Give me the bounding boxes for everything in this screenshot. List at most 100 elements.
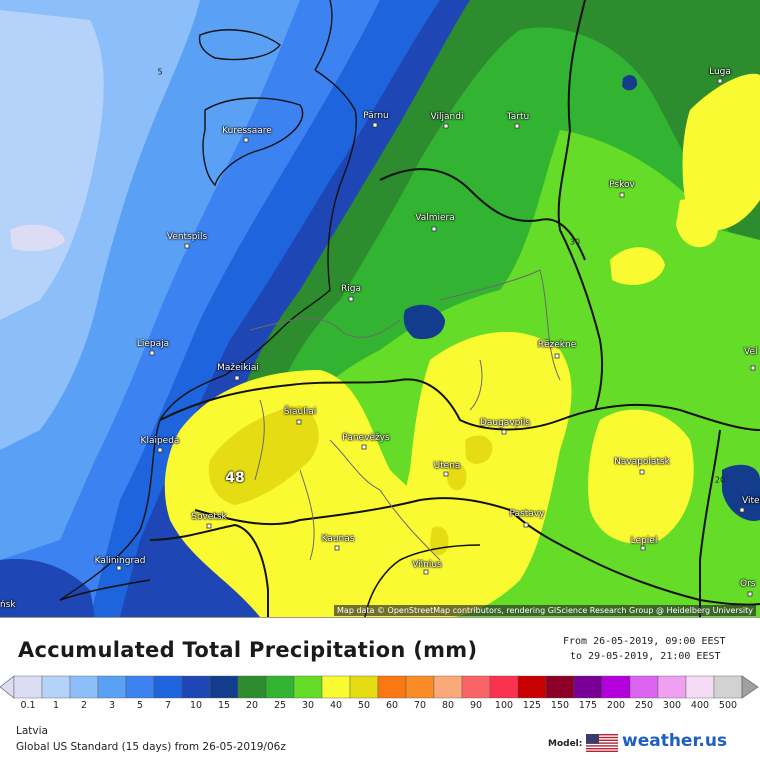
- scale-min-arrow: [0, 675, 15, 699]
- footer-region: Latvia: [16, 725, 48, 737]
- scale-cell: [629, 675, 659, 699]
- city-label-valmiera: Valmiera: [415, 213, 455, 223]
- scale-tick-label: 0.1: [20, 700, 36, 711]
- city-label-navapolatsk: Navapolatsk: [614, 457, 670, 467]
- scale-cell: [321, 675, 351, 699]
- scale-cell: [237, 675, 267, 699]
- precipitation-field: [0, 0, 760, 617]
- scale-tick-label: 80: [441, 700, 455, 711]
- scale-tick-label: 25: [273, 700, 287, 711]
- scale-tick-label: 10: [189, 700, 203, 711]
- scale-cell: [489, 675, 519, 699]
- scale-cell: [265, 675, 295, 699]
- scale-tick-label: 90: [469, 700, 483, 711]
- city-label-pastavy: Pastavy: [509, 509, 545, 519]
- scale-cell: [713, 675, 743, 699]
- city-label-kaliningrad: Kaliningrad: [94, 556, 146, 566]
- peak-value-label: 48: [225, 470, 245, 486]
- scale-cell: [349, 675, 379, 699]
- city-label-lepiel: Lepiel: [630, 536, 658, 546]
- city-label-pskov: Pskov: [609, 180, 635, 190]
- us-flag-icon: [586, 734, 618, 752]
- scale-tick-label: 125: [522, 700, 542, 711]
- period-to: to 29-05-2019, 21:00 EEST: [570, 651, 721, 662]
- scale-cell: [377, 675, 407, 699]
- weather-us-logo[interactable]: weather.us: [622, 731, 728, 751]
- city-label-parnu: Pärnu: [363, 111, 389, 121]
- city-label-panevezys: Panevėžys: [342, 433, 390, 443]
- city-label-daugavpils: Daugavpils: [479, 418, 531, 428]
- city-label-kuressaare: Kuressaare: [222, 126, 272, 136]
- scale-cell: [657, 675, 687, 699]
- isoline-label: 30: [569, 237, 581, 247]
- color-scale-bar: [0, 675, 759, 699]
- scale-cell: [209, 675, 239, 699]
- scale-cell: [545, 675, 575, 699]
- city-label-ventspils: Ventspils: [166, 232, 208, 242]
- scale-cell: [181, 675, 211, 699]
- scale-cell: [13, 675, 43, 699]
- city-label-luga: Luga: [709, 67, 731, 77]
- city-label-vitebsk: Vitebsk: [742, 496, 760, 506]
- legend-title: Accumulated Total Precipitation (mm): [18, 638, 478, 662]
- precipitation-map[interactable]: Pärnu Viljandi Tartu Luga Kuressaare Psk…: [0, 0, 760, 617]
- scale-tick-label: 60: [385, 700, 399, 711]
- isoline-label: 5: [157, 67, 163, 77]
- scale-cell: [461, 675, 491, 699]
- scale-cell: [153, 675, 183, 699]
- city-label-kaunas: Kaunas: [321, 534, 355, 544]
- scale-tick-label: 40: [329, 700, 343, 711]
- city-label-riga: Riga: [341, 284, 361, 294]
- period-from: From 26-05-2019, 09:00 EEST: [563, 636, 726, 647]
- scale-tick-label: 50: [357, 700, 371, 711]
- scale-tick-label: 7: [164, 700, 172, 711]
- scale-max-arrow: [741, 675, 759, 699]
- model-label: Model:: [548, 739, 583, 749]
- scale-tick-label: 175: [578, 700, 598, 711]
- isoline-label: 20: [714, 475, 726, 485]
- footer-model-run: Global US Standard (15 days) from 26-05-…: [16, 741, 286, 753]
- scale-tick-label: 150: [550, 700, 570, 711]
- scale-cell: [97, 675, 127, 699]
- scale-cell: [601, 675, 631, 699]
- scale-tick-label: 1: [52, 700, 60, 711]
- scale-tick-label: 100: [494, 700, 514, 711]
- scale-tick-label: 70: [413, 700, 427, 711]
- scale-tick-label: 20: [245, 700, 259, 711]
- scale-cell: [685, 675, 715, 699]
- city-label-rezekne: Rēzekne: [537, 340, 577, 350]
- city-label-orsha: Ors: [740, 579, 756, 589]
- scale-cell: [125, 675, 155, 699]
- scale-tick-label: 400: [690, 700, 710, 711]
- scale-tick-label: 5: [136, 700, 144, 711]
- city-label-sovetsk: Sovetsk: [191, 512, 227, 522]
- city-label-vilnius: Vilnius: [412, 560, 442, 570]
- scale-cell: [573, 675, 603, 699]
- scale-tick-label: 250: [634, 700, 654, 711]
- city-label-pinsk: ńsk: [0, 600, 16, 610]
- scale-tick-label: 200: [606, 700, 626, 711]
- scale-tick-label: 30: [301, 700, 315, 711]
- scale-cell: [293, 675, 323, 699]
- city-label-velikiye: Vel: [744, 347, 758, 357]
- city-label-mazeikiai: Mažeikiai: [217, 363, 259, 373]
- legend-panel: Accumulated Total Precipitation (mm) Fro…: [0, 617, 760, 761]
- city-markers: [116, 78, 756, 597]
- scale-cell: [433, 675, 463, 699]
- scale-cell: [405, 675, 435, 699]
- scale-cell: [41, 675, 71, 699]
- city-label-siauliai: Šiauliai: [283, 407, 317, 417]
- city-label-klaipeda: Klaipeda: [140, 436, 180, 446]
- city-label-viljandi: Viljandi: [430, 112, 464, 122]
- scale-tick-label: 15: [217, 700, 231, 711]
- scale-cell: [517, 675, 547, 699]
- map-attribution: Map data © OpenStreetMap contributors, r…: [334, 605, 756, 616]
- scale-tick-label: 500: [718, 700, 738, 711]
- city-label-utena: Utena: [433, 461, 461, 471]
- scale-tick-label: 300: [662, 700, 682, 711]
- city-label-tartu: Tartu: [506, 112, 530, 122]
- city-label-liepaja: Liepaja: [136, 339, 170, 349]
- scale-cell: [69, 675, 99, 699]
- scale-tick-label: 2: [80, 700, 88, 711]
- scale-tick-label: 3: [108, 700, 116, 711]
